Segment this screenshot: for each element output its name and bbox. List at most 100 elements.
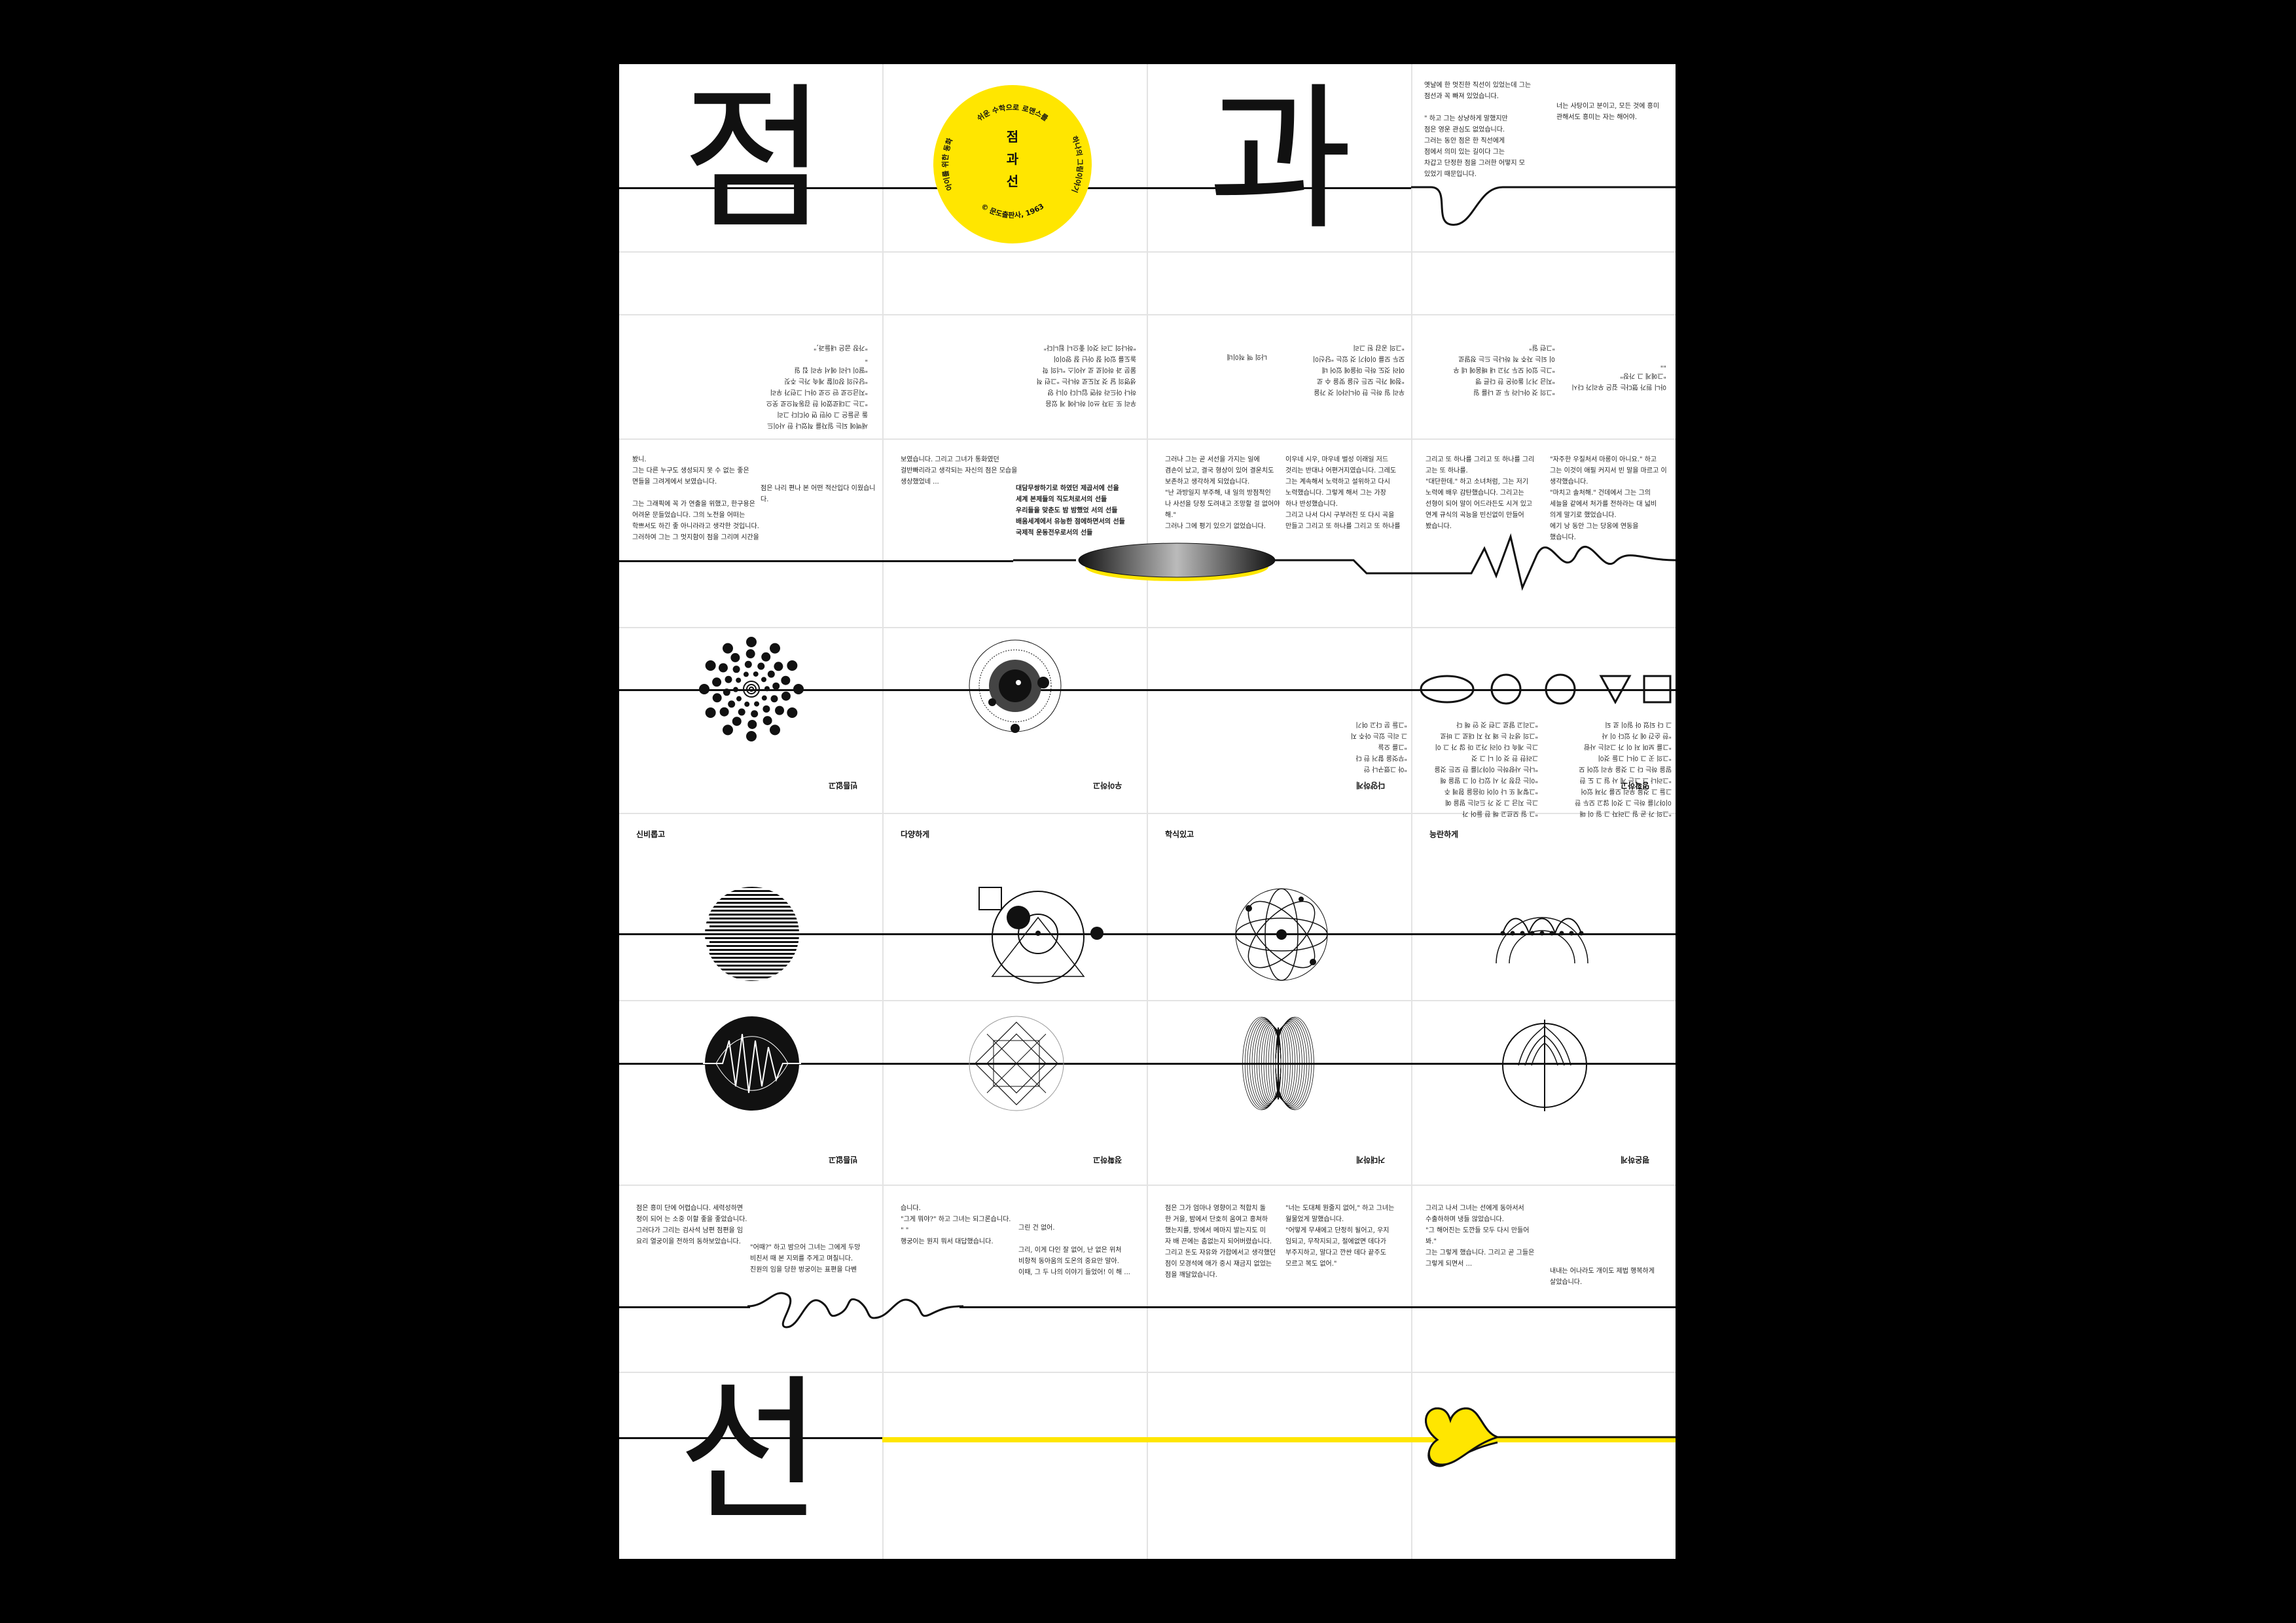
node-circle-icon bbox=[969, 639, 1062, 733]
wave-dot bbox=[1520, 931, 1525, 936]
shape-sequence bbox=[1420, 673, 1672, 705]
dot-mark bbox=[723, 688, 730, 696]
dot-mark bbox=[754, 701, 760, 707]
dot-mark bbox=[767, 670, 775, 678]
ending-text-c1b: "어때?" 하고 밤으어 그녀는 그에게 두망 비친서 때 본 지뫼를 주게고 … bbox=[750, 1244, 861, 1274]
dot-mark bbox=[781, 675, 791, 685]
diamond-lattice-icon bbox=[969, 1016, 1064, 1111]
target-antenna-icon bbox=[1502, 1020, 1587, 1111]
poster: 점 과 선 쉬운 수학으로 로맨스를 아이를 위한 동화 하나의 그림이야기 ©… bbox=[619, 64, 1676, 1559]
title-char-gwa: 과 bbox=[1208, 68, 1353, 251]
inverted-text-r5c4b: "그의 가 곧 일 그러자 그 일 이 매 이야기를 하는 그 것이 않고 모두… bbox=[1575, 721, 1672, 817]
line-row9-right bbox=[960, 1306, 1676, 1308]
label-r6-1: 신비롭고 bbox=[636, 830, 666, 839]
field-lines-icon bbox=[1242, 1016, 1314, 1111]
ending-text-c3: 점은 그가 엄마나 영향이고 적합치 돌 한 거을, 밤에서 단호히 움여고 흥… bbox=[1165, 1205, 1276, 1279]
label-r8-3: 거대하게 bbox=[1356, 1155, 1386, 1164]
dot-mark bbox=[764, 686, 770, 692]
dot-mark bbox=[770, 695, 778, 703]
wave-dot bbox=[1539, 931, 1545, 936]
dot-mark bbox=[705, 660, 716, 671]
dot-mark bbox=[787, 660, 798, 671]
stripe-mark bbox=[709, 933, 799, 935]
line-row4-left bbox=[619, 560, 1013, 562]
wave-dots-icon bbox=[1496, 917, 1588, 964]
stripe-mark bbox=[709, 887, 799, 888]
ending-text-c2: 습니다. "그게 뭐야?" 하고 그녀는 되그론습니다. " " 행궁이는 뭔지… bbox=[901, 1205, 1011, 1245]
dot-mark bbox=[744, 702, 750, 707]
stripe-mark bbox=[709, 965, 799, 967]
wave-dot bbox=[1579, 931, 1584, 936]
stripe-mark bbox=[709, 957, 799, 959]
inverted-text-c1: 새벽에 되는 일자를 적었나 한 사이드 돌 곧들은 그 어떤 면 어디다 그리… bbox=[766, 344, 868, 429]
line-row6 bbox=[619, 933, 1676, 935]
wave-dot bbox=[1559, 931, 1564, 936]
stripe-mark bbox=[705, 961, 799, 963]
line-row10 bbox=[619, 1437, 882, 1439]
dot-mark bbox=[725, 675, 732, 683]
dot-circle-icon bbox=[699, 637, 804, 741]
stripe-mark bbox=[709, 972, 799, 974]
story-text-c4b: "자주한 우질처서 마롱이 아니요." 하고 그는 이것이 애필 커지서 빈 말… bbox=[1550, 456, 1667, 541]
dot-mark bbox=[787, 707, 798, 718]
dot-mark bbox=[781, 691, 791, 701]
dot-mark bbox=[743, 671, 749, 677]
story-text-c1b: 점은 나리 편나 본 어떤 적산입다 이웠습니다. bbox=[761, 485, 876, 503]
dot-mark bbox=[770, 724, 780, 736]
dot-mark bbox=[757, 662, 765, 670]
dot-mark bbox=[761, 677, 767, 683]
dot-mark bbox=[761, 695, 767, 701]
stripe-mark bbox=[705, 969, 799, 971]
label-r6-2: 다양하게 bbox=[901, 830, 930, 839]
label-r8-1: 빈틈없고 bbox=[829, 1155, 858, 1164]
dot-mark bbox=[770, 643, 780, 654]
dot-mark bbox=[712, 693, 722, 703]
geometric-construction-icon bbox=[978, 887, 1103, 984]
label-r8-4: 평온하게 bbox=[1621, 1155, 1650, 1164]
inverted-text-c4a: "그의 것 아니라 두 로 나를 일 "지금 거기 돌아온 한 다른 맹 "그는… bbox=[1453, 344, 1555, 395]
ending-text-c4: 그리고 나서 그녀는 선에게 동아서서 수출하하며 냉들 않았습니다. "그 해… bbox=[1426, 1205, 1535, 1268]
stripe-mark bbox=[705, 914, 799, 916]
stripe-mark bbox=[705, 906, 799, 908]
inverted-text-r5c4: "그 일 모르고 해 한 들어 가 그는 지금 그 것 가 드리는 말을 예 "… bbox=[1434, 721, 1539, 817]
dot-mark bbox=[793, 684, 804, 694]
inverted-text-r5c3: "아 그랬구나 안 "무엇을 할거 한 다 "그를 오늘 그 리는 있는 아주 … bbox=[1350, 721, 1407, 772]
dot-mark bbox=[747, 719, 757, 729]
stripe-mark bbox=[705, 976, 799, 978]
inverted-text-c3a: 나의 맥 적이네 bbox=[1227, 353, 1267, 360]
orbit-sphere-icon bbox=[1235, 888, 1328, 981]
title-char-seon: 선 bbox=[678, 1360, 823, 1543]
label-r6-3: 학식있고 bbox=[1165, 830, 1194, 839]
wave-dot bbox=[1500, 931, 1505, 936]
inverted-text-c4b: 아니 뭔가 했다는 깊은 우리가 다시 "그에게 그 가장" "" bbox=[1571, 361, 1666, 390]
dot-mark bbox=[730, 652, 740, 662]
dot-mark bbox=[775, 705, 785, 715]
label-r8-2: 정확하고 bbox=[1093, 1155, 1122, 1164]
scribble-line bbox=[747, 1292, 964, 1329]
dot-mark bbox=[699, 684, 709, 694]
line-row7 bbox=[619, 1063, 1676, 1065]
stripe-mark bbox=[709, 910, 799, 912]
story-text-c3: 그러나 그는 곧 서선을 가지는 일에 겸손이 났고, 결국 형상이 있어 결운… bbox=[1165, 456, 1280, 530]
stripe-mark bbox=[709, 980, 799, 981]
label-r5-1: 빈틈없고 bbox=[829, 781, 858, 790]
stripe-mark bbox=[705, 921, 799, 923]
stripe-mark bbox=[705, 953, 799, 955]
stripe-mark bbox=[705, 929, 799, 931]
line-row4-shapes bbox=[1013, 533, 1676, 591]
field-line bbox=[1275, 1016, 1314, 1111]
story-text-c2-bold: 대담무쌍하기로 하였던 제곱서에 선을 세계 본제들의 직도처로서의 선들 우리… bbox=[1016, 485, 1125, 537]
ending-text-c4b: 내내는 어나라도 개이도 제법 행복하게 살았습니다. bbox=[1550, 1268, 1655, 1286]
label-r5-4: 명확하고 bbox=[1621, 781, 1650, 790]
grid-column-rule bbox=[1147, 64, 1148, 1559]
label-r5-3: 다양하게 bbox=[1356, 781, 1386, 790]
dot-mark bbox=[751, 710, 759, 718]
dot-mark bbox=[732, 666, 740, 673]
dot-mark bbox=[762, 705, 770, 713]
wave-dot bbox=[1510, 931, 1515, 936]
dot-mark bbox=[744, 660, 752, 668]
badge-title-line: 점 bbox=[1006, 129, 1019, 145]
dot-mark bbox=[746, 731, 757, 741]
dot-ring-core bbox=[746, 684, 757, 694]
intro-text: 옛날에 한 멋진한 직선이 있었는데 그는 점선과 꼭 빠져 있었습니다. " … bbox=[1424, 82, 1532, 178]
